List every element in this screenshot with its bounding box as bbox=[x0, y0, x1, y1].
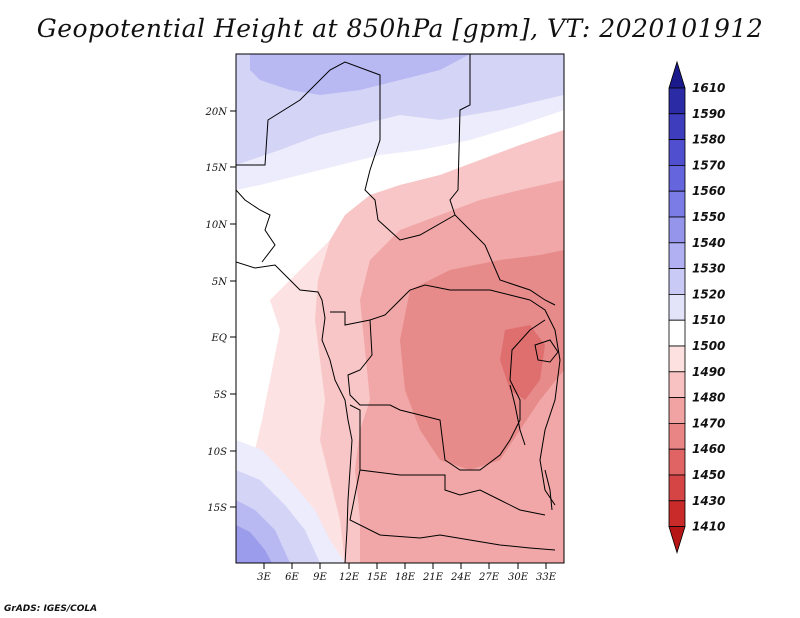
border-south-1 bbox=[349, 404, 546, 516]
lat-label: 10N bbox=[206, 220, 229, 231]
geopotential-field bbox=[236, 54, 564, 563]
axis-ticks bbox=[230, 110, 547, 569]
colorbar-label: 1570 bbox=[692, 158, 725, 172]
lon-label: 27E bbox=[478, 572, 500, 583]
lon-label: 24E bbox=[450, 572, 472, 583]
border-central-2 bbox=[330, 284, 531, 326]
colorbar-label: 1410 bbox=[692, 520, 725, 534]
colorbar-swatch bbox=[668, 422, 686, 450]
border-congo bbox=[347, 319, 546, 471]
colorbar-label: 1590 bbox=[692, 107, 725, 121]
lon-label: 15E bbox=[367, 572, 388, 583]
colorbar-label: 1580 bbox=[692, 133, 725, 147]
lon-label: 21E bbox=[422, 572, 444, 583]
colorbar-label: 1520 bbox=[692, 287, 725, 301]
colorbar-swatch bbox=[668, 474, 686, 502]
lat-label: 15S bbox=[207, 503, 227, 514]
colorbar-swatch bbox=[668, 371, 686, 398]
colorbar-swatch bbox=[668, 448, 686, 476]
field-1450 bbox=[500, 325, 545, 400]
lon-label: 18E bbox=[395, 572, 416, 583]
field-1540-south bbox=[236, 525, 272, 563]
border-central-1 bbox=[377, 214, 456, 241]
lon-label: 9E bbox=[313, 572, 327, 583]
west-africa-coast bbox=[236, 189, 276, 263]
plot-frame bbox=[235, 53, 565, 564]
lat-label: 15N bbox=[206, 163, 229, 174]
lon-label: 6E bbox=[285, 572, 299, 583]
colorbar-label: 1430 bbox=[692, 494, 725, 508]
colorbar-label: 1550 bbox=[692, 210, 725, 224]
lon-label: 30E bbox=[508, 572, 529, 583]
border-north-1 bbox=[236, 61, 381, 221]
colorbar: 1610 1590 1580 1570 1560 1550 1540 1530 1520 1510… bbox=[668, 60, 725, 554]
lat-label: EQ bbox=[211, 333, 228, 344]
field-1530-north bbox=[250, 54, 470, 95]
colorbar-top-arrow bbox=[668, 60, 686, 89]
lake-tanganyika bbox=[509, 384, 526, 446]
colorbar-label: 1510 bbox=[692, 313, 725, 327]
colorbar-swatch bbox=[668, 268, 686, 295]
colorbar-swatch bbox=[668, 87, 686, 115]
colorbar-swatch bbox=[668, 190, 686, 218]
map-title: Geopotential Height at 850hPa [gpm], VT:… bbox=[36, 14, 764, 43]
colorbar-swatch bbox=[668, 397, 686, 424]
lat-label: 5N bbox=[212, 277, 228, 288]
colorbar-label: 1470 bbox=[692, 416, 725, 430]
lake-malawi bbox=[544, 469, 553, 511]
coastline-west bbox=[236, 261, 353, 563]
colorbar-label: 1490 bbox=[692, 365, 725, 379]
grads-credit: GrADS: IGES/COLA bbox=[4, 604, 98, 614]
colorbar-swatch bbox=[668, 139, 686, 166]
lake-victoria bbox=[534, 339, 559, 363]
lon-labels: 3E 6E 9E 12E 15E 18E 21E 24E 27E 30E 33E bbox=[257, 572, 557, 583]
lon-label: 33E bbox=[536, 572, 557, 583]
colorbar-label: 1460 bbox=[692, 442, 725, 456]
colorbar-bottom-arrow bbox=[668, 526, 686, 554]
colorbar-label: 1540 bbox=[692, 236, 725, 250]
colorbar-swatch bbox=[668, 500, 686, 527]
colorbar-label: 1530 bbox=[692, 262, 725, 276]
lon-label: 3E bbox=[257, 572, 271, 583]
colorbar-swatch bbox=[668, 242, 686, 270]
border-south-2 bbox=[349, 469, 556, 551]
colorbar-label: 1480 bbox=[692, 391, 725, 405]
field-1500-west bbox=[236, 300, 280, 455]
colorbar-label: 1560 bbox=[692, 184, 725, 198]
colorbar-swatch bbox=[668, 293, 686, 321]
colorbar-label: 1610 bbox=[692, 81, 725, 95]
lon-label: 12E bbox=[339, 572, 360, 583]
colorbar-swatch bbox=[668, 164, 686, 192]
border-east bbox=[529, 299, 561, 506]
country-borders bbox=[236, 54, 561, 563]
field-1500-north bbox=[236, 110, 564, 360]
colorbar-label: 1500 bbox=[692, 339, 725, 353]
lat-label: 10S bbox=[207, 447, 227, 458]
colorbar-swatch bbox=[668, 113, 686, 141]
lat-label: 5S bbox=[214, 390, 227, 401]
colorbar-swatch bbox=[668, 319, 686, 347]
colorbar-swatch bbox=[668, 345, 686, 373]
lat-label: 20N bbox=[205, 107, 229, 118]
field-1460 bbox=[400, 250, 564, 470]
colorbar-swatch bbox=[668, 216, 686, 244]
colorbar-label: 1450 bbox=[692, 468, 725, 482]
field-1510-north bbox=[236, 95, 564, 190]
lat-labels: 20N 15N 10N 5N EQ 5S 10S 15S bbox=[205, 107, 229, 514]
